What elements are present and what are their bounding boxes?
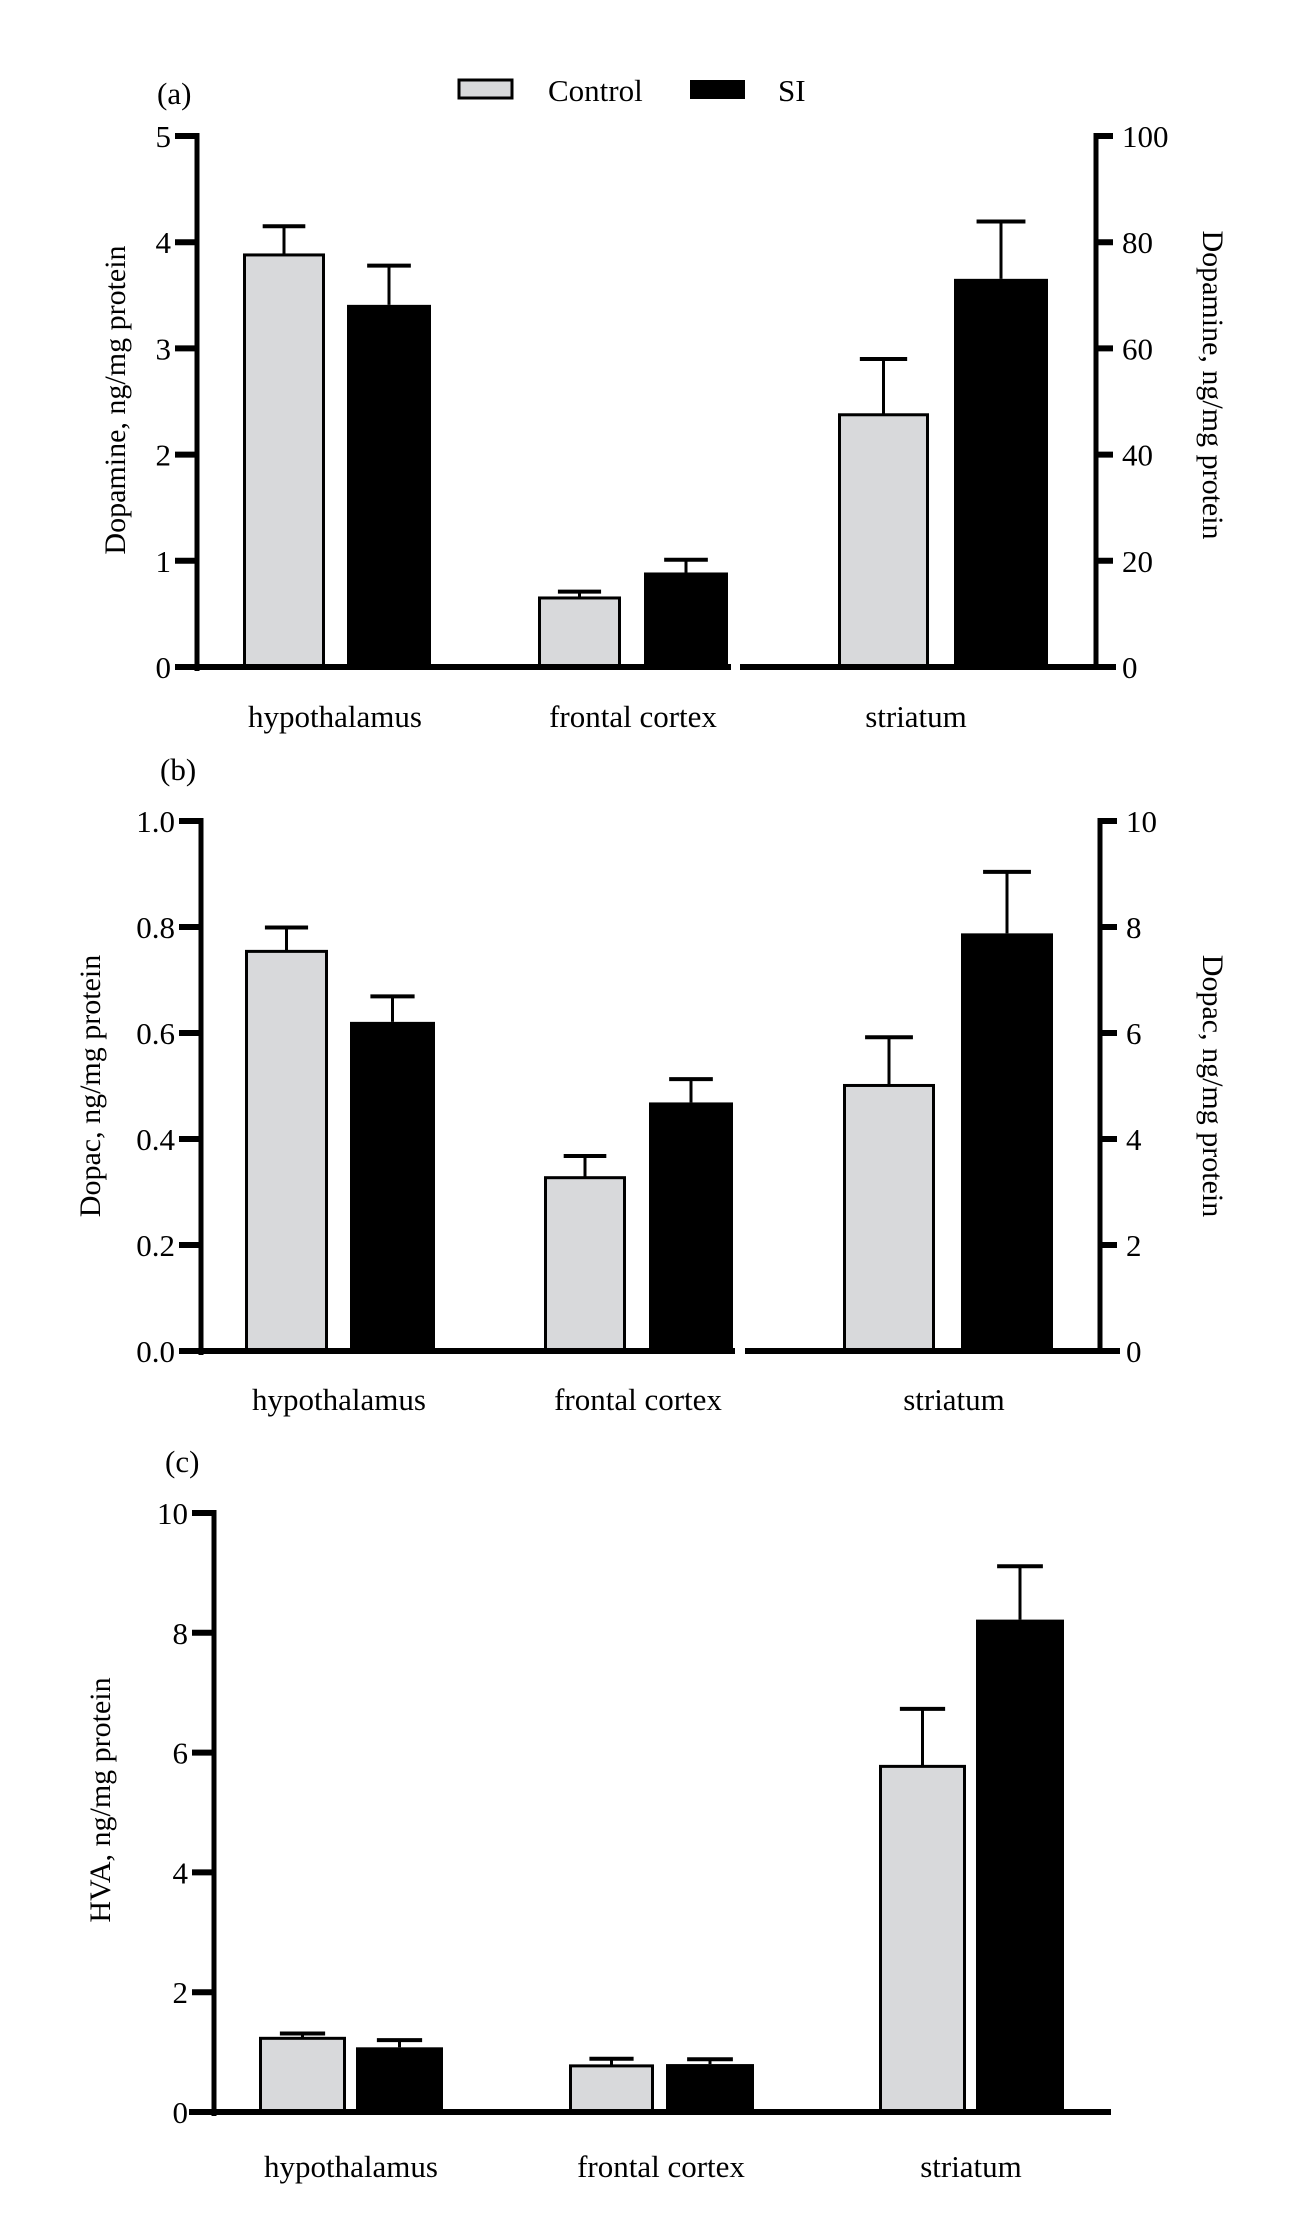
axes-b: [198, 818, 1120, 1355]
y-axis-ticks-c: 0 2 4 6 8 10: [157, 1496, 214, 2130]
category-label-frontal-cortex: frontal cortex: [554, 1382, 722, 1417]
y-tick-label: 4: [156, 225, 172, 260]
panel-b: (b) 0.0 0.2 0.4 0.6 0.8 1.0 0 2 4 6 8 10 hypothala…: [74, 752, 1229, 1417]
y2-tick-label: 40: [1122, 438, 1153, 473]
bar-striatum-si: [961, 933, 1053, 1351]
bar-striatum-control: [879, 1764, 966, 2114]
y2-tick-label: 10: [1126, 804, 1157, 839]
bar-striatum-control: [843, 1083, 935, 1353]
y-tick-label: 10: [157, 1496, 188, 1531]
bar-hypothalamus-si: [347, 304, 431, 667]
category-label-frontal-cortex: frontal cortex: [549, 699, 717, 734]
bar-frontal-cortex-si: [644, 572, 728, 667]
y2-tick-label: 6: [1126, 1016, 1142, 1051]
y2-tick-label: 4: [1126, 1122, 1142, 1157]
y2-tick-label: 80: [1122, 225, 1153, 260]
category-label-hypothalamus: hypothalamus: [264, 2149, 438, 2184]
category-label-striatum: striatum: [865, 699, 967, 734]
y2-axis-ticks-b: 0 2 4 6 8 10: [1100, 804, 1157, 1369]
panel-a: (a) 0 1 2 3 4 5 0 20 40 60 80 100 hypothalamus fron…: [99, 76, 1229, 734]
category-labels-b: hypothalamus frontal cortex striatum: [252, 1382, 1005, 1417]
axes-c: [189, 1510, 1111, 2116]
legend-swatch-si: [690, 80, 745, 99]
y-tick-label: 2: [156, 438, 172, 473]
y-axis-ticks-a: 0 1 2 3 4 5: [156, 119, 197, 685]
y-tick-label: 8: [173, 1616, 189, 1651]
y-tick-label: 0: [173, 2095, 189, 2130]
y-tick-label: 0.4: [136, 1122, 175, 1157]
y2-tick-label: 100: [1122, 119, 1169, 154]
legend-swatch-control: [457, 78, 514, 100]
bar-striatum-si: [976, 1619, 1064, 2112]
y-tick-label: 2: [173, 1975, 189, 2010]
bars-a: [243, 219, 1048, 669]
category-label-frontal-cortex: frontal cortex: [577, 2149, 745, 2184]
y-axis-ticks-b: 0.0 0.2 0.4 0.6 0.8 1.0: [136, 804, 201, 1369]
panel-label-a: (a): [157, 76, 191, 111]
y2-axis-title-a: Dopamine, ng/mg protein: [1196, 230, 1229, 539]
bar-frontal-cortex-control: [544, 1176, 626, 1353]
category-labels-a: hypothalamus frontal cortex striatum: [248, 699, 967, 734]
panel-label-b: (b): [160, 752, 196, 787]
y-axis-title-c: HVA, ng/mg protein: [84, 1677, 117, 1922]
y-tick-label: 0: [156, 650, 172, 685]
y2-tick-label: 2: [1126, 1228, 1142, 1263]
y-tick-label: 1.0: [136, 804, 175, 839]
category-label-hypothalamus: hypothalamus: [252, 1382, 426, 1417]
bar-striatum-control: [838, 413, 929, 669]
bar-frontal-cortex-si: [649, 1102, 733, 1351]
y2-tick-label: 0: [1126, 1334, 1142, 1369]
category-label-striatum: striatum: [903, 1382, 1005, 1417]
y-tick-label: 0.0: [136, 1334, 175, 1369]
y-tick-label: 3: [156, 331, 172, 366]
bar-hypothalamus-si: [356, 2047, 443, 2112]
category-label-hypothalamus: hypothalamus: [248, 699, 422, 734]
y2-axis-ticks-a: 0 20 40 60 80 100: [1096, 119, 1169, 685]
category-labels-c: hypothalamus frontal cortex striatum: [264, 2149, 1022, 2184]
legend-label-si: SI: [778, 73, 806, 108]
y-tick-label: 1: [156, 544, 172, 579]
y-tick-label: 4: [173, 1855, 189, 1890]
bar-hypothalamus-control: [259, 2036, 346, 2114]
panel-label-c: (c): [165, 1444, 199, 1479]
legend-label-control: Control: [548, 73, 643, 108]
y2-tick-label: 8: [1126, 910, 1142, 945]
bars-c: [259, 1564, 1064, 2114]
bar-hypothalamus-si: [350, 1021, 435, 1351]
y-tick-label: 5: [156, 119, 172, 154]
y-tick-label: 6: [173, 1736, 189, 1771]
y2-tick-label: 20: [1122, 544, 1153, 579]
y2-tick-label: 0: [1122, 650, 1138, 685]
bar-frontal-cortex-si: [666, 2064, 754, 2112]
y2-axis-title-b: Dopac, ng/mg protein: [1196, 955, 1229, 1217]
y-tick-label: 0.6: [136, 1016, 175, 1051]
bar-frontal-cortex-control: [538, 596, 621, 669]
y-axis-title-a: Dopamine, ng/mg protein: [99, 245, 132, 554]
y-tick-label: 0.2: [136, 1228, 175, 1263]
y-axis-title-b: Dopac, ng/mg protein: [74, 955, 107, 1217]
bar-hypothalamus-control: [245, 949, 328, 1353]
axes-a: [194, 133, 1116, 671]
y2-tick-label: 60: [1122, 331, 1153, 366]
category-label-striatum: striatum: [920, 2149, 1022, 2184]
bar-striatum-si: [954, 278, 1048, 667]
bars-b: [245, 869, 1053, 1353]
panel-c: (c) 0 2 4 6 8 10 hypothalamus frontal cortex st…: [84, 1444, 1111, 2184]
bar-frontal-cortex-control: [569, 2064, 654, 2114]
bar-hypothalamus-control: [243, 253, 325, 669]
y-tick-label: 0.8: [136, 910, 175, 945]
legend: Control SI: [457, 73, 806, 108]
